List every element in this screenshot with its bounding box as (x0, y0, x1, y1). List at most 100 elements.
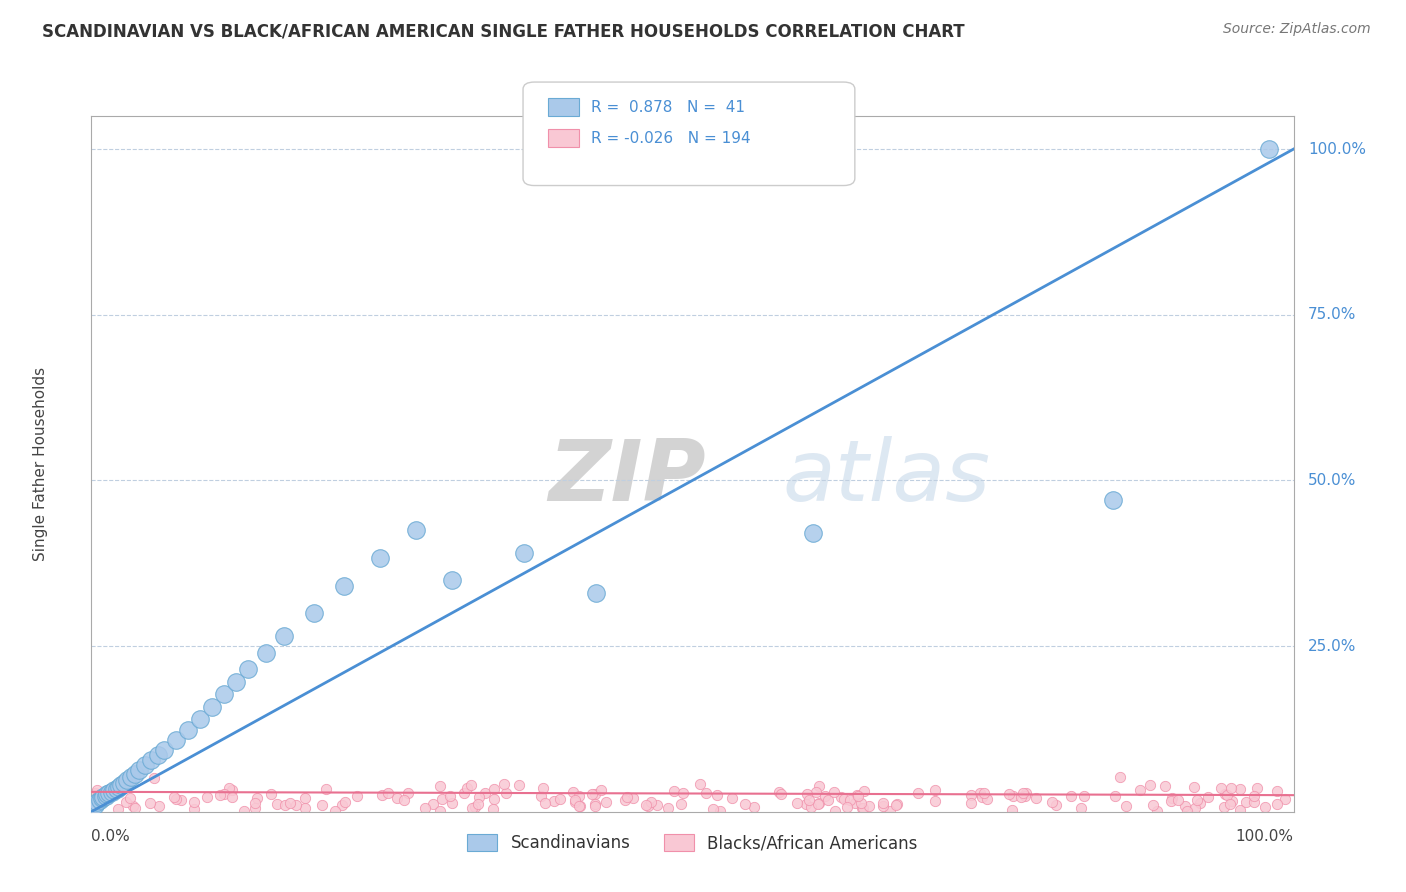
Point (260, 787, 283, 801)
Point (124, 767, 146, 781)
Point (858, 798, 880, 813)
Point (1187, 793, 1209, 807)
Text: 75.0%: 75.0% (1308, 307, 1357, 322)
Point (146, 748, 169, 763)
Point (148, 799, 170, 814)
Legend: Scandinavians, Blacks/African Americans: Scandinavians, Blacks/African Americans (467, 834, 918, 852)
Point (117, 772, 139, 787)
Text: 50.0%: 50.0% (1308, 473, 1357, 488)
Point (808, 796, 831, 810)
Point (1109, 771, 1132, 785)
Point (1045, 798, 1067, 813)
Point (482, 792, 505, 806)
Point (1229, 782, 1251, 797)
Point (567, 798, 589, 813)
Point (201, 700, 224, 714)
Point (368, 550, 391, 565)
Point (1220, 781, 1243, 796)
Point (218, 780, 240, 795)
Point (1012, 786, 1035, 800)
Point (1175, 804, 1198, 818)
Point (1139, 778, 1161, 792)
Point (212, 688, 235, 702)
Point (195, 790, 218, 805)
Point (1174, 799, 1197, 814)
Point (93, 790, 115, 805)
Point (613, 793, 636, 807)
Point (107, 802, 129, 816)
Point (872, 796, 894, 810)
Point (623, 791, 645, 805)
Point (851, 801, 873, 815)
Point (924, 794, 946, 808)
Point (405, 523, 427, 537)
Point (804, 785, 827, 799)
Text: atlas: atlas (783, 436, 991, 519)
Text: R =  0.878   N =  41: R = 0.878 N = 41 (591, 100, 745, 114)
Point (1010, 789, 1032, 804)
Point (118, 790, 141, 805)
Point (564, 795, 586, 809)
Point (333, 795, 356, 809)
Point (115, 795, 138, 809)
Point (581, 788, 603, 802)
Point (169, 793, 191, 807)
Point (976, 791, 998, 805)
Point (105, 781, 128, 796)
Text: 100.0%: 100.0% (1308, 142, 1367, 157)
Point (377, 786, 399, 800)
Text: Single Father Households: Single Father Households (34, 367, 48, 561)
Point (221, 789, 243, 804)
Point (84, 786, 107, 800)
Point (121, 798, 143, 813)
Point (1001, 803, 1024, 817)
Point (212, 787, 235, 801)
Point (817, 793, 839, 807)
Point (844, 796, 866, 810)
Text: R = -0.026   N = 194: R = -0.026 N = 194 (591, 131, 751, 145)
Point (142, 772, 165, 786)
Point (814, 789, 837, 803)
Point (1229, 803, 1251, 817)
Point (183, 796, 205, 810)
Point (672, 786, 695, 800)
Point (657, 800, 679, 814)
Point (461, 800, 484, 814)
Point (531, 780, 554, 795)
Point (243, 800, 266, 814)
Point (568, 789, 591, 803)
Point (845, 789, 868, 803)
Point (837, 799, 859, 814)
Point (807, 780, 830, 794)
Point (513, 546, 536, 560)
Point (924, 782, 946, 797)
Point (98, 786, 121, 800)
Point (564, 793, 586, 807)
Text: 0.0%: 0.0% (91, 830, 131, 844)
Point (371, 788, 394, 802)
Point (884, 797, 907, 812)
Point (441, 797, 464, 811)
Point (176, 723, 198, 738)
Point (839, 793, 862, 807)
Point (124, 801, 146, 815)
Point (1254, 800, 1277, 814)
Point (94, 786, 117, 800)
Point (208, 789, 231, 803)
Point (1274, 791, 1296, 805)
Point (221, 783, 243, 797)
Point (852, 801, 875, 815)
Point (616, 790, 638, 805)
Point (1070, 801, 1092, 815)
Point (801, 526, 824, 541)
Point (872, 799, 894, 814)
Text: ZIP: ZIP (548, 436, 706, 519)
Point (1073, 789, 1095, 803)
Point (422, 797, 444, 812)
Point (669, 797, 692, 811)
Point (163, 790, 186, 805)
Point (561, 785, 583, 799)
Point (534, 796, 557, 810)
Point (583, 797, 606, 812)
Point (89, 789, 111, 804)
